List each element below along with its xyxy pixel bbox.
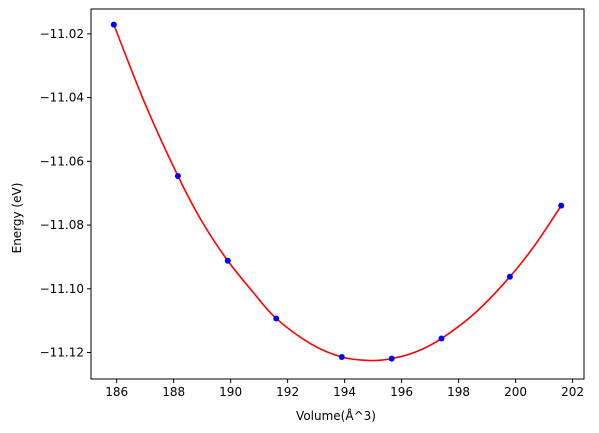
axes-frame [90, 8, 585, 380]
data-point [110, 21, 117, 28]
plot-area [110, 21, 565, 362]
y-tick-label: −11.06 [40, 154, 84, 168]
x-tick-label: 190 [219, 385, 242, 399]
y-axis-label: Energy (eV) [10, 183, 24, 254]
data-point [338, 354, 345, 361]
x-tick-label: 188 [162, 385, 185, 399]
x-tick-label: 196 [390, 385, 413, 399]
data-point [388, 355, 395, 362]
y-tick-label: −11.04 [40, 91, 84, 105]
data-point [174, 172, 181, 179]
y-tick-label: −11.02 [40, 27, 84, 41]
x-tick-label: 202 [561, 385, 584, 399]
data-point [273, 315, 280, 322]
x-axis-label: Volume(Å^3) [296, 408, 376, 423]
axes: 186 188 190 192 194 196 198 200 202 −11.02 −11.04 −… [40, 8, 585, 399]
y-tick-label: −11.10 [40, 282, 84, 296]
data-point [438, 335, 445, 342]
data-point [506, 273, 513, 280]
x-tick-label: 186 [105, 385, 128, 399]
x-tick-label: 198 [447, 385, 470, 399]
data-point [558, 202, 565, 209]
y-tick-label: −11.12 [40, 346, 84, 360]
y-tick-label: −11.08 [40, 218, 84, 232]
x-tick-label: 194 [333, 385, 356, 399]
data-point [224, 257, 231, 264]
x-tick-label: 192 [276, 385, 299, 399]
x-tick-label: 200 [504, 385, 527, 399]
